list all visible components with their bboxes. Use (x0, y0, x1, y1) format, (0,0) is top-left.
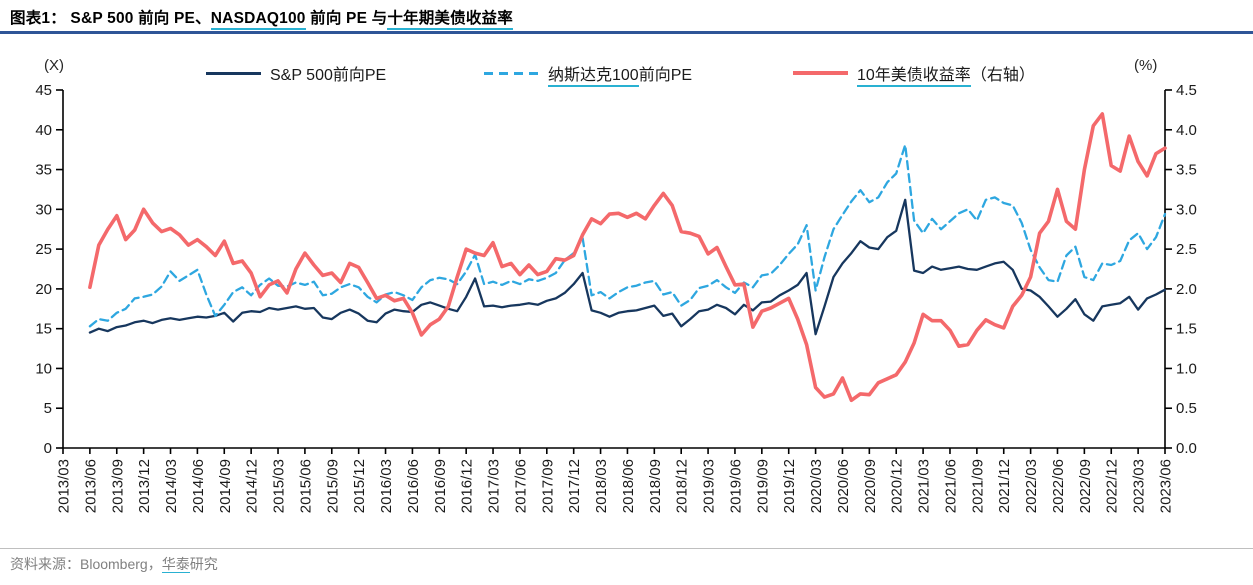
x-axis-tick-label: 2013/06 (82, 459, 99, 513)
x-axis-tick-label: 2014/09 (217, 459, 234, 513)
x-axis-tick-label: 2019/06 (727, 459, 744, 513)
solid-line-swatch-icon (793, 71, 848, 75)
x-axis-tick-label: 2021/09 (969, 459, 986, 513)
x-axis-tick-label: 2015/06 (297, 459, 314, 513)
x-axis-tick-label: 2013/09 (109, 459, 126, 513)
right-axis-tick-label: 0.0 (1176, 440, 1197, 457)
legend-label-2-part-0-underlined: 10年美债收益率 (857, 67, 971, 87)
left-axis-unit-label: (X) (44, 57, 64, 74)
x-axis-tick-label: 2017/03 (486, 459, 503, 513)
x-axis-tick-label: 2016/03 (378, 459, 395, 513)
series-line-nasdaq100-forward-pe (88, 143, 1167, 328)
left-axis-tick-label: 20 (35, 281, 52, 298)
legend-label-1-part-0-underlined: 纳斯达克100 (548, 67, 639, 87)
legend-label: 10年美债收益率（右轴） (857, 61, 1035, 87)
x-axis-tick-label: 2014/12 (244, 459, 261, 513)
x-axis-tick-label: 2018/12 (674, 459, 691, 513)
line-chart-canvas: 0 5 10 15 20 25 30 35 40 45 0.0 0.5 1.0 1.5 2.0 2.5 3.0 3… (35, 82, 1197, 513)
legend-item-sp500-forward-pe: S&P 500前向PE (206, 62, 386, 84)
x-axis-tick-label: 2022/03 (1023, 459, 1040, 513)
x-axis-tick-label: 2016/12 (459, 459, 476, 513)
x-axis-tick-label: 2017/12 (566, 459, 583, 513)
legend-label-1-part-1: 前向PE (638, 67, 693, 84)
left-axis-tick-label: 10 (35, 360, 52, 377)
x-axis-tick-label: 2022/09 (1077, 459, 1094, 513)
left-axis-tick-label: 40 (35, 122, 52, 139)
right-axis-tick-label: 1.0 (1176, 360, 1197, 377)
dashed-line-swatch-icon (484, 71, 539, 75)
left-axis-tick-label: 45 (35, 82, 52, 99)
series-line-sp500-forward-pe (88, 198, 1167, 336)
right-axis-tick-label: 2.0 (1176, 281, 1197, 298)
x-axis-tick-label: 2019/09 (754, 459, 771, 513)
footer-divider-rule (0, 548, 1253, 549)
figure-title-part-1-underlined: NASDAQ100 (210, 10, 306, 30)
source-note-part-1-underlined: 华泰 (161, 556, 190, 573)
x-axis-tick-label: 2014/06 (190, 459, 207, 513)
x-axis-tick-label: 2016/06 (405, 459, 422, 513)
x-axis-tick-label: 2020/12 (889, 459, 906, 513)
right-axis-tick-label: 4.5 (1176, 82, 1197, 99)
x-axis-tick-label: 2013/12 (136, 459, 153, 513)
source-note: 资料来源：Bloomberg，华泰研究 (10, 554, 218, 574)
left-axis-tick-label: 25 (35, 241, 52, 258)
x-axis-tick-label: 2023/03 (1131, 459, 1148, 513)
right-axis-tick-label: 2.5 (1176, 241, 1197, 258)
legend-label-0-part-0: S&P 500前向PE (270, 67, 387, 84)
legend-label: 纳斯达克100前向PE (548, 61, 693, 87)
left-axis-tick-label: 0 (44, 440, 52, 457)
right-axis-tick-label: 0.5 (1176, 400, 1197, 417)
x-axis-tick-label: 2020/06 (835, 459, 852, 513)
x-axis-tick-label: 2022/06 (1050, 459, 1067, 513)
x-axis-tick-label: 2017/09 (539, 459, 556, 513)
left-axis-tick-label: 15 (35, 321, 52, 338)
x-axis-tick-label: 2017/06 (512, 459, 529, 513)
x-axis-tick-label: 2023/06 (1158, 459, 1175, 513)
x-axis-tick-label: 2018/03 (593, 459, 610, 513)
legend-label: S&P 500前向PE (270, 61, 386, 85)
right-axis-tick-label: 3.5 (1176, 162, 1197, 179)
x-axis-tick-label: 2016/09 (432, 459, 449, 513)
legend-label-2-part-1: （右轴） (970, 67, 1035, 84)
source-note-part-2: 研究 (189, 556, 218, 572)
right-axis-tick-label: 3.0 (1176, 201, 1197, 218)
figure-title-part-3-underlined: 十年期美债收益率 (387, 10, 513, 30)
x-axis-tick-label: 2015/12 (351, 459, 368, 513)
x-axis-tick-label: 2021/06 (942, 459, 959, 513)
x-axis-tick-label: 2019/12 (781, 459, 798, 513)
x-axis-tick-label: 2018/09 (647, 459, 664, 513)
solid-line-swatch-icon (206, 71, 261, 75)
left-axis-tick-label: 30 (35, 201, 52, 218)
x-axis-tick-label: 2020/03 (808, 459, 825, 513)
left-axis-tick-label: 5 (44, 400, 52, 417)
figure-title-part-0: 图表1： S&P 500 前向 PE、 (10, 10, 211, 27)
x-axis-tick-label: 2014/03 (163, 459, 180, 513)
x-axis-tick-label: 2018/06 (620, 459, 637, 513)
right-axis-tick-label: 1.5 (1176, 321, 1197, 338)
right-axis-tick-label: 4.0 (1176, 122, 1197, 139)
x-axis-tick-label: 2015/09 (324, 459, 341, 513)
legend-item-10y-treasury-yield: 10年美债收益率（右轴） (793, 61, 1035, 87)
title-divider-rule (0, 31, 1253, 34)
x-axis-tick-label: 2020/09 (862, 459, 879, 513)
x-axis-tick-label: 2021/12 (996, 459, 1013, 513)
x-axis-tick-label: 2022/12 (1104, 459, 1121, 513)
right-axis-unit-label: (%) (1134, 57, 1158, 74)
source-note-part-0: 资料来源：Bloomberg， (10, 556, 162, 572)
left-axis-tick-label: 35 (35, 162, 52, 179)
series-line-10y-treasury-yield (88, 112, 1167, 403)
x-axis-tick-label: 2015/03 (271, 459, 288, 513)
x-axis-tick-label: 2019/03 (701, 459, 718, 513)
x-axis-tick-label: 2013/03 (56, 459, 73, 513)
legend-item-nasdaq100-forward-pe: 纳斯达克100前向PE (484, 61, 693, 87)
figure-title: 图表1： S&P 500 前向 PE、NASDAQ100 前向 PE 与十年期美… (10, 6, 513, 30)
figure-title-part-2: 前向 PE 与 (305, 10, 388, 27)
x-axis-tick-label: 2021/03 (916, 459, 933, 513)
